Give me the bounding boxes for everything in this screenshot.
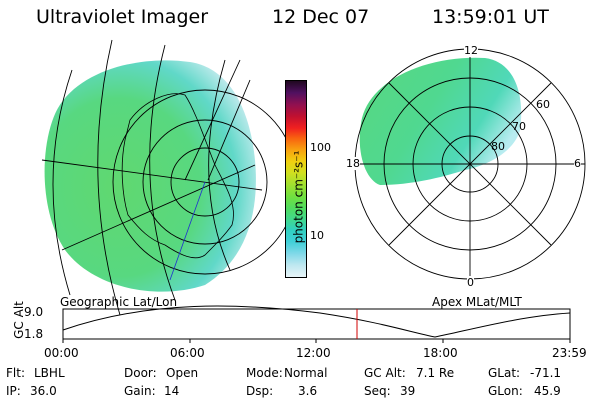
mlt-label-top: 12: [464, 44, 478, 57]
status-gcalt-label: GC Alt:: [364, 366, 406, 380]
altitude-x-tick-2: 12:00: [296, 346, 331, 360]
status-seq-value: 39: [400, 384, 416, 398]
mlt-label-left: 18: [346, 157, 360, 170]
status-mode-label: Mode:: [246, 366, 283, 380]
left-aurora-image: [44, 60, 256, 292]
altitude-curve: [62, 305, 571, 338]
colorbar-unit-label: photon cm⁻²s⁻¹: [291, 150, 306, 244]
status-dsp-value: 3.6: [298, 384, 318, 398]
mlt-label-bottom: 0: [467, 276, 474, 289]
right-map-caption: Apex MLat/MLT: [432, 295, 522, 309]
mlt-label-right: 6: [574, 157, 581, 170]
header-date: 12 Dec 07: [272, 6, 370, 28]
status-glat-label: GLat:: [488, 366, 521, 380]
status-gain-value: 14: [164, 384, 180, 398]
lat-label-70: 70: [512, 120, 526, 133]
colorbar-tick-100: 100: [310, 141, 331, 154]
status-gain-label: Gain:: [124, 384, 156, 398]
status-flt-label: Flt:: [6, 366, 25, 380]
status-door-value: Open: [166, 366, 199, 380]
altitude-y-tick-max: 9.0: [24, 305, 44, 319]
left-map-caption: Geographic Lat/Lon: [60, 295, 178, 309]
right-aurora-image: [359, 57, 522, 185]
status-door-label: Door:: [124, 366, 157, 380]
coastline: [121, 93, 234, 259]
status-glon-value: 45.9: [534, 384, 561, 398]
colorbar-tick-10: 10: [310, 229, 324, 242]
lat-label-60: 60: [536, 98, 550, 111]
status-mode-value: Normal: [284, 366, 328, 380]
altitude-x-tick-4: 23:59: [552, 346, 587, 360]
status-flt-value: LBHL: [34, 366, 65, 380]
altitude-x-tick-0: 00:00: [44, 346, 79, 360]
colorbar: [285, 80, 307, 278]
status-ip-label: IP:: [6, 384, 21, 398]
status-glon-label: GLon:: [488, 384, 523, 398]
altitude-x-tick-1: 06:00: [170, 346, 205, 360]
status-seq-label: Seq:: [364, 384, 391, 398]
altitude-x-tick-3: 18:00: [423, 346, 458, 360]
status-glat-value: -71.1: [530, 366, 562, 380]
altitude-y-tick-min: 1.8: [24, 327, 44, 341]
header-time: 13:59:01 UT: [432, 6, 549, 28]
lat-label-80: 80: [491, 140, 505, 153]
instrument-title: Ultraviolet Imager: [36, 6, 209, 28]
status-ip-value: 36.0: [30, 384, 57, 398]
status-gcalt-value: 7.1 Re: [416, 366, 455, 380]
status-dsp-label: Dsp:: [246, 384, 274, 398]
